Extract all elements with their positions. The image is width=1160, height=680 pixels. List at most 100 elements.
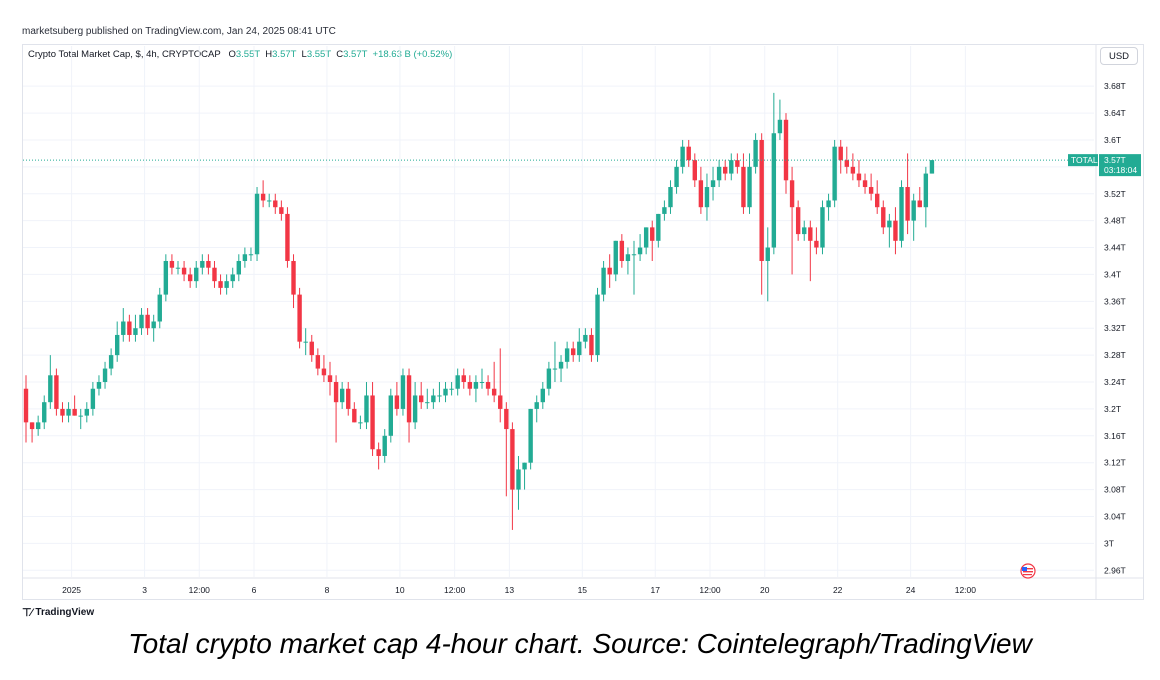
candle-body — [887, 220, 892, 228]
close-label: C — [336, 49, 344, 60]
candle-body — [60, 408, 65, 416]
candle-body — [522, 462, 527, 470]
candle-body — [631, 254, 637, 256]
candle-body — [102, 368, 108, 383]
y-tick-label: 3.24T — [1104, 377, 1126, 387]
y-tick-label: 3.52T — [1104, 189, 1126, 199]
low-value: 3.55T — [306, 49, 331, 60]
candle-body — [601, 267, 606, 295]
candle-body — [254, 193, 260, 255]
candle-body — [577, 341, 582, 356]
candle-body — [78, 415, 83, 417]
y-tick-label: 3.32T — [1104, 323, 1126, 333]
candle-body — [546, 368, 552, 389]
candle-body — [723, 166, 728, 174]
y-tick-label: 3.64T — [1104, 108, 1126, 118]
candle-body — [820, 207, 825, 248]
candle-body — [115, 334, 120, 356]
y-tick-label: 3.48T — [1104, 216, 1126, 226]
candles — [23, 92, 935, 530]
candle-body — [309, 341, 314, 356]
low-label: L — [301, 49, 307, 60]
candle-body — [358, 422, 363, 424]
candle-body — [777, 119, 783, 134]
open-value: 3.55T — [235, 49, 260, 60]
candle-body — [42, 402, 47, 423]
candle-body — [917, 200, 922, 208]
candle-body — [157, 294, 162, 322]
candle-body — [735, 160, 740, 167]
tradingview-logo[interactable]: ⊤⁄ TradingView — [22, 606, 94, 619]
candle-body — [491, 388, 497, 396]
candle-body — [558, 361, 564, 369]
candle-body — [297, 294, 302, 342]
candle-body — [285, 213, 290, 261]
candle-body — [437, 395, 442, 397]
candle-body — [710, 180, 716, 188]
candle-body — [224, 281, 229, 288]
candle-body — [680, 146, 685, 167]
candle-body — [808, 227, 813, 241]
candle-body — [850, 166, 856, 174]
price-tag-label: TOTAL — [1071, 155, 1098, 165]
symbol-name[interactable]: Crypto Total Market Cap, $, 4h, CRYPTOCA… — [28, 49, 221, 60]
currency-button[interactable]: USD — [1100, 47, 1138, 65]
candle-body — [595, 294, 600, 356]
candle-body — [187, 274, 193, 282]
candle-body — [789, 180, 795, 208]
candle-body — [370, 395, 375, 450]
candle-body — [759, 139, 764, 261]
candle-body — [400, 375, 406, 409]
candle-body — [589, 334, 594, 356]
x-tick-label: 3 — [142, 585, 147, 595]
candle-body — [352, 408, 357, 423]
candle-body — [771, 133, 777, 248]
candle-body — [127, 321, 132, 335]
candle-body — [868, 187, 874, 194]
candle-body — [181, 267, 187, 275]
candle-body — [881, 207, 886, 228]
time-axis: 2025 3 12:00 6 8 10 12:00 13 15 17 12:00 20 22 24 12:0… — [22, 577, 1144, 595]
candle-body — [607, 267, 612, 275]
candle-body — [443, 388, 448, 396]
x-tick-label: 20 — [760, 585, 770, 595]
price-tag-countdown: 03:18:04 — [1104, 165, 1137, 175]
candle-body — [662, 207, 667, 214]
candle-body — [303, 341, 308, 343]
candle-body — [279, 207, 284, 214]
candle-body — [412, 395, 418, 423]
candle-body — [163, 260, 169, 295]
candle-body — [200, 260, 205, 268]
candle-body — [212, 267, 217, 282]
candle-body — [121, 321, 126, 335]
candle-body — [704, 187, 710, 208]
candle-body — [832, 146, 837, 201]
candle-body — [139, 314, 144, 329]
candle-body — [321, 368, 327, 376]
candle-body — [838, 146, 843, 161]
candle-body — [230, 274, 235, 282]
candle-body — [175, 267, 181, 269]
candle-body — [802, 227, 807, 235]
candle-body — [35, 422, 41, 430]
tradingview-logo-text: TradingView — [35, 607, 95, 618]
candle-body — [431, 395, 436, 403]
candle-body — [899, 187, 904, 241]
candle-body — [419, 395, 424, 403]
candle-body — [479, 382, 485, 384]
y-tick-label: 3.68T — [1104, 81, 1126, 91]
candle-body — [169, 260, 175, 268]
candle-body — [716, 166, 722, 181]
candle-body — [23, 388, 29, 423]
x-tick-label: 2025 — [62, 585, 81, 595]
candle-body — [862, 180, 868, 188]
us-flag-icon[interactable] — [1018, 563, 1038, 579]
candle-body — [893, 220, 898, 241]
candle-body — [194, 267, 199, 282]
symbol-legend: Crypto Total Market Cap, $, 4h, CRYPTOCA… — [28, 49, 452, 60]
candle-body — [394, 395, 400, 409]
y-tick-label: 3.04T — [1104, 511, 1126, 521]
candle-body — [327, 375, 333, 383]
candle-body — [84, 408, 89, 416]
